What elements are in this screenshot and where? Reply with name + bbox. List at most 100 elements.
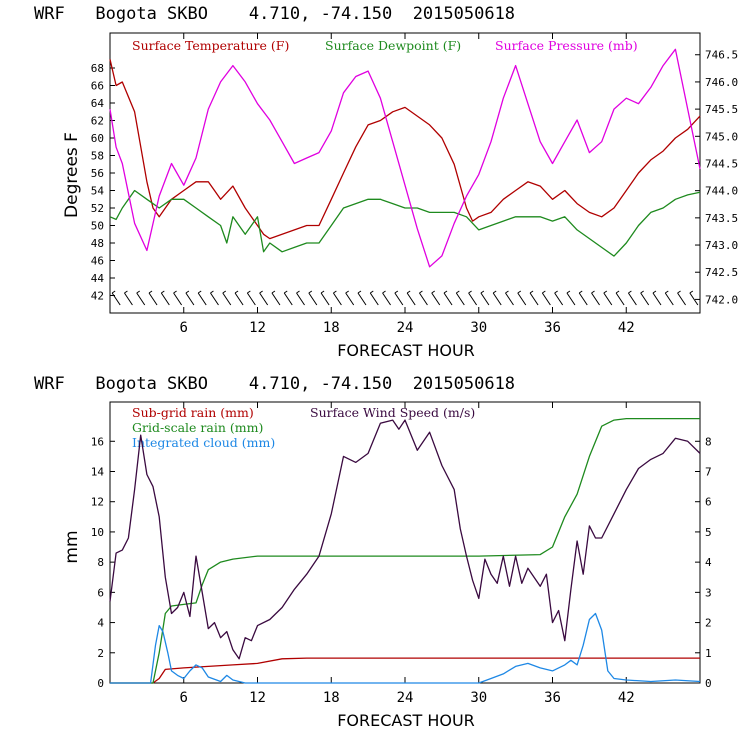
wind-barb-flag [480, 290, 485, 294]
wind-barb [308, 292, 318, 306]
top-y-tick-label: 54 [91, 185, 105, 198]
wind-barb [136, 292, 146, 306]
wind-barb-flag [419, 290, 423, 294]
wind-barb [578, 292, 588, 306]
top-y-tick-label: 44 [91, 272, 105, 285]
top-y-axis-label: Degrees F [62, 132, 82, 218]
top-plot-frame [109, 32, 701, 314]
wind-barb-flag [566, 290, 571, 294]
wind-barb [541, 292, 551, 306]
wind-barb-flag [578, 290, 583, 294]
wind-barb-flag [185, 290, 190, 294]
wind-barb [111, 292, 121, 306]
wind-barb-flag [283, 290, 288, 294]
wind-barb [517, 292, 527, 306]
bottom-x-tick-label: 12 [249, 690, 266, 706]
wind-barb-flag [259, 290, 263, 294]
top-y-tick-label: 52 [91, 202, 104, 215]
top-x-tick-label: 6 [180, 320, 188, 336]
bottom-y-tick-label: 14 [91, 465, 105, 478]
wind-barb-flag [161, 290, 165, 294]
wind-barb [492, 292, 502, 306]
bottom-y-tick-label: 0 [97, 677, 104, 690]
top-x-axis-label: FORECAST HOUR [337, 341, 475, 360]
wind-barb-flag [197, 290, 202, 294]
wind-barb [468, 292, 478, 306]
top-y2-tick-label: 742.0 [705, 293, 738, 306]
bottom-y2-tick-label: 7 [705, 465, 712, 478]
wind-barb [173, 292, 183, 306]
wind-barb [419, 292, 428, 306]
top-y-tick-label: 66 [91, 80, 104, 93]
wind-barb-flag [628, 290, 632, 294]
wind-barb [394, 292, 404, 306]
top-series-surface-pressure-mb [109, 48, 701, 268]
wind-barb-flag [345, 290, 349, 294]
bottom-y2-tick-label: 4 [705, 556, 712, 569]
bottom-y2-tick-label: 0 [705, 677, 712, 690]
bottom-y-tick-label: 8 [97, 556, 104, 569]
wind-barb [357, 292, 367, 306]
top-y2-tick-label: 743.0 [705, 239, 738, 252]
top-y-tick-label: 42 [91, 290, 104, 303]
wind-barb-flag [247, 290, 251, 294]
top-y-tick-label: 60 [91, 132, 104, 145]
wind-barb-flag [369, 290, 374, 294]
wind-barb [554, 292, 564, 306]
wind-barb-flag [517, 290, 522, 294]
wind-barb [529, 292, 539, 306]
wind-barb-flag [677, 290, 681, 294]
top-x-tick-label: 24 [397, 320, 414, 336]
wind-barb [689, 292, 699, 306]
bottom-series-integrated-cloud-mm [110, 612, 701, 684]
wind-barb [615, 292, 625, 306]
wind-barb-flag [431, 290, 436, 294]
wind-barb [369, 292, 379, 306]
bottom-y-tick-label: 4 [97, 617, 104, 630]
wind-barb-flag [394, 290, 399, 294]
bottom-chart-title: WRF Bogota SKBO 4.710, -74.150 201505061… [34, 374, 515, 394]
top-y2-tick-label: 746.0 [705, 76, 738, 89]
top-y-tick-label: 46 [91, 255, 104, 268]
top-chart-marks: 6 12 18 24 30 36 42 42 44 46 48 50 52 54 56 58 60 62 64 66 6… [91, 33, 738, 336]
bottom-y-tick-label: 6 [97, 586, 104, 599]
wind-barb-flag [492, 290, 497, 294]
wind-barb-flag [591, 290, 595, 294]
wind-barb [566, 292, 576, 306]
wind-barb [246, 292, 256, 306]
legend-surface-pressure: Surface Pressure (mb) [495, 38, 638, 53]
wind-barb [345, 292, 355, 306]
wind-barb-flag [542, 290, 546, 294]
legend-surface-temperature: Surface Temperature (F) [132, 38, 289, 53]
wind-barb-flag [529, 290, 534, 294]
bottom-x-tick-label: 36 [544, 690, 561, 706]
wind-barb [382, 292, 391, 306]
wind-barb [677, 292, 686, 306]
wind-barb [455, 292, 465, 306]
bottom-series-sub-grid-rain-mm [110, 657, 700, 684]
top-y2-tick-label: 742.5 [705, 266, 738, 279]
wind-barb-flag [173, 290, 177, 294]
bottom-y-axis-label: mm [62, 530, 82, 563]
bottom-x-tick-label: 6 [180, 690, 188, 706]
top-chart-title: WRF Bogota SKBO 4.710, -74.150 201505061… [34, 4, 515, 24]
wind-barb [210, 292, 219, 306]
wind-barb [124, 292, 133, 306]
top-y-tick-label: 50 [91, 220, 104, 233]
top-y-tick-label: 48 [91, 237, 104, 250]
bottom-series-surface-wind-speed-m-s [109, 419, 701, 660]
top-series-surface-dewpoint-f [109, 189, 701, 257]
top-y2-tick-label: 746.5 [705, 49, 738, 62]
wind-barb-flag [468, 290, 472, 294]
wind-barb [259, 292, 269, 306]
bottom-x-tick-label: 30 [470, 690, 487, 706]
wind-barb [234, 292, 244, 306]
wind-barb-flag [406, 290, 411, 294]
wind-barb-flag [664, 290, 669, 294]
top-x-tick-label: 30 [470, 320, 487, 336]
wind-barb-flag [357, 290, 362, 294]
top-y-tick-label: 58 [91, 150, 104, 163]
wind-barb [431, 292, 441, 306]
wind-barb-flag [124, 290, 128, 294]
